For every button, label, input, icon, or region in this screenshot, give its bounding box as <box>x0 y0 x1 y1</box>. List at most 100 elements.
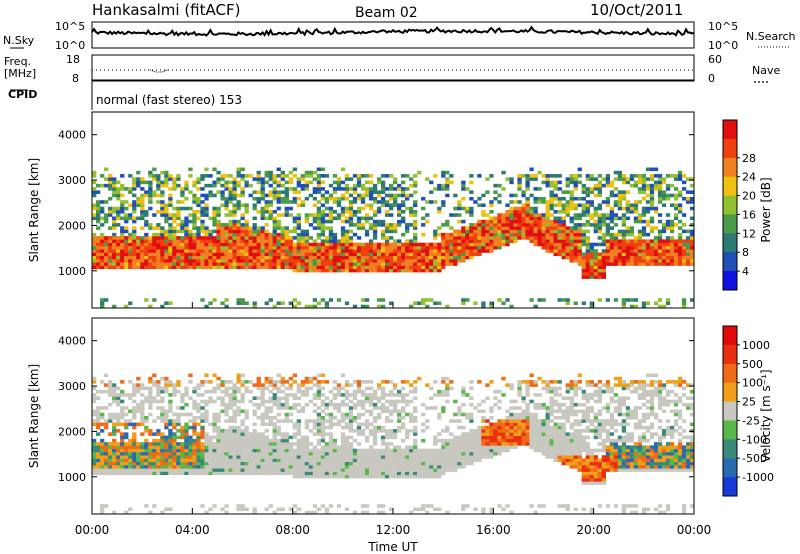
velocity-cell <box>425 468 430 472</box>
power-cell <box>120 210 125 214</box>
power-cell <box>657 239 663 243</box>
velocity-cell <box>240 396 245 400</box>
velocity-cell <box>172 442 177 446</box>
power-cell <box>641 180 647 185</box>
velocity-cell <box>240 445 245 449</box>
power-cell <box>429 298 434 302</box>
velocity-cell <box>388 429 394 433</box>
power-cell <box>461 301 466 306</box>
power-cell <box>561 232 566 237</box>
power-cell <box>384 210 390 214</box>
power-cell <box>376 268 382 273</box>
velocity-cell <box>160 458 165 463</box>
power-cell <box>509 232 514 237</box>
velocity-cell <box>228 380 233 384</box>
velocity-cell <box>180 432 185 436</box>
power-cell <box>629 232 635 237</box>
power-cell <box>284 226 289 230</box>
power-cell <box>573 174 578 178</box>
velocity-cell <box>304 393 310 397</box>
power-cell <box>360 304 366 309</box>
power-cell <box>388 183 394 188</box>
power-cell <box>413 210 418 214</box>
power-cell <box>276 174 281 178</box>
power-cell <box>645 262 651 266</box>
power-cell <box>409 245 414 250</box>
velocity-cell <box>228 471 233 476</box>
power-cell <box>356 183 362 188</box>
velocity-cell <box>224 510 229 515</box>
velocity-cell <box>160 510 165 515</box>
power-cell <box>657 213 663 217</box>
velocity-cell <box>92 386 97 391</box>
power-cell <box>272 180 277 185</box>
velocity-cell <box>276 380 281 384</box>
power-cell <box>601 236 606 240</box>
power-cell <box>565 298 570 302</box>
velocity-cell <box>276 406 281 410</box>
power-cell <box>332 232 338 237</box>
velocity-cell <box>316 474 322 479</box>
power-cell <box>132 255 137 260</box>
power-cell <box>613 216 619 221</box>
power-cell <box>252 255 257 260</box>
power-cell <box>437 226 442 230</box>
velocity-cell <box>328 445 334 449</box>
velocity-cell <box>368 380 374 384</box>
power-cell <box>272 245 277 250</box>
velocity-cell <box>208 461 213 466</box>
velocity-cell <box>248 455 253 459</box>
velocity-cell <box>268 380 273 384</box>
velocity-cell <box>276 438 281 443</box>
velocity-cell <box>433 468 438 472</box>
velocity-cell <box>240 432 245 436</box>
power-cell <box>689 232 695 237</box>
power-cell <box>180 242 185 247</box>
velocity-cell <box>248 471 253 476</box>
velocity-cell <box>429 396 434 400</box>
power-cell <box>228 196 233 201</box>
power-cell <box>380 200 386 204</box>
power-cell <box>340 236 346 240</box>
power-cell <box>509 177 514 181</box>
velocity-cell <box>296 396 301 400</box>
power-cell <box>489 236 494 240</box>
velocity-cell <box>409 389 414 394</box>
velocity-cell <box>388 465 394 469</box>
velocity-cell <box>368 471 374 476</box>
velocity-cell <box>140 399 145 404</box>
velocity-cell <box>348 448 354 453</box>
power-cell <box>212 255 217 260</box>
power-cell <box>657 236 663 240</box>
velocity-cell <box>429 451 434 456</box>
velocity-cell <box>212 458 217 463</box>
velocity-cell <box>184 435 189 440</box>
velocity-cell <box>425 461 430 466</box>
power-cell <box>589 203 594 208</box>
power-cell <box>473 223 478 227</box>
power-cell <box>260 259 265 263</box>
power-cell <box>160 239 165 243</box>
power-cell <box>593 255 598 260</box>
noise-left-top-tick: 10^5 <box>55 20 85 33</box>
velocity-cell <box>212 425 217 430</box>
velocity-cell <box>393 435 398 440</box>
velocity-cell <box>164 458 169 463</box>
power-cell <box>172 262 177 266</box>
power-cell <box>132 252 137 257</box>
velocity-cell <box>244 438 249 443</box>
power-cell <box>589 190 594 194</box>
velocity-cell <box>188 373 193 378</box>
power-cell <box>304 183 310 188</box>
power-cell <box>216 170 221 175</box>
velocity-cell <box>260 422 265 427</box>
velocity-cell <box>280 432 285 436</box>
power-cell <box>172 206 177 211</box>
velocity-cell <box>200 399 205 404</box>
velocity-cell <box>384 451 390 456</box>
velocity-cell <box>268 438 273 443</box>
power-cell <box>401 203 406 208</box>
velocity-cell <box>397 393 402 397</box>
velocity-cell <box>124 468 129 472</box>
velocity-cell <box>116 465 121 469</box>
